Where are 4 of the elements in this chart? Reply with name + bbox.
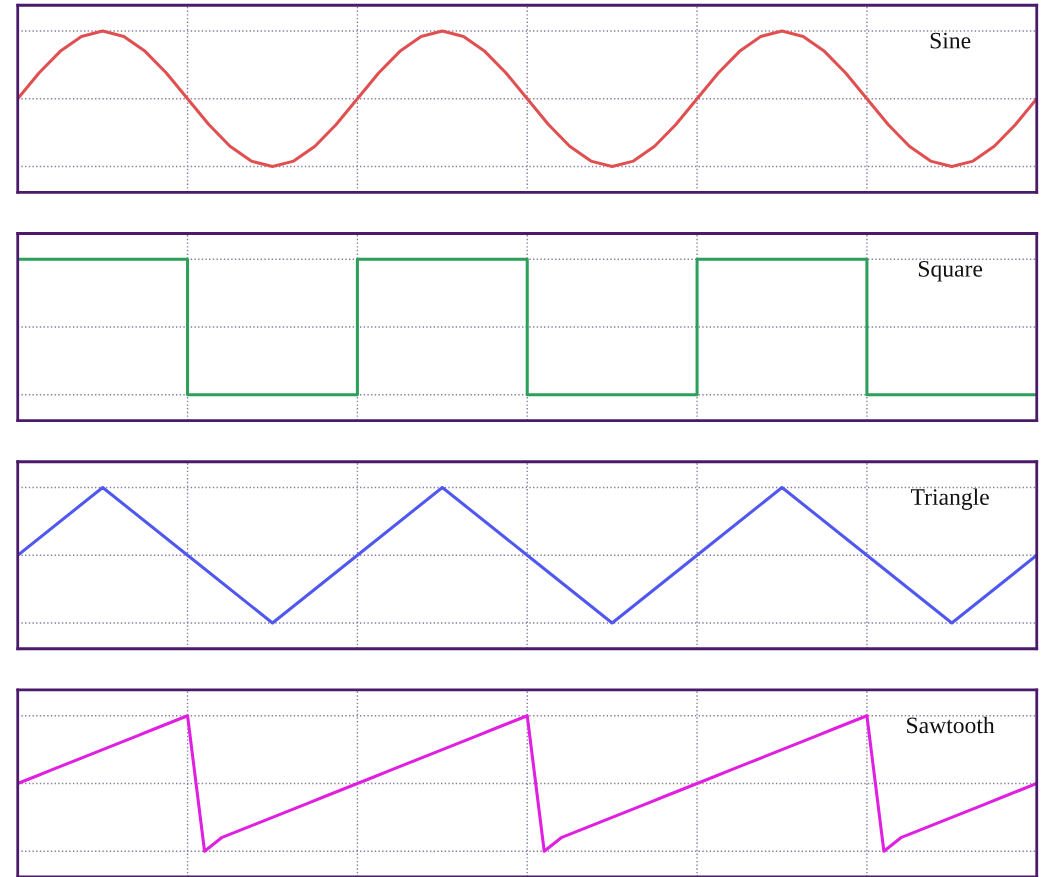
text: Triangle xyxy=(910,488,989,510)
series-label: Sawtooth xyxy=(907,716,995,734)
text: Square xyxy=(918,260,983,282)
text: Sine xyxy=(930,32,971,49)
